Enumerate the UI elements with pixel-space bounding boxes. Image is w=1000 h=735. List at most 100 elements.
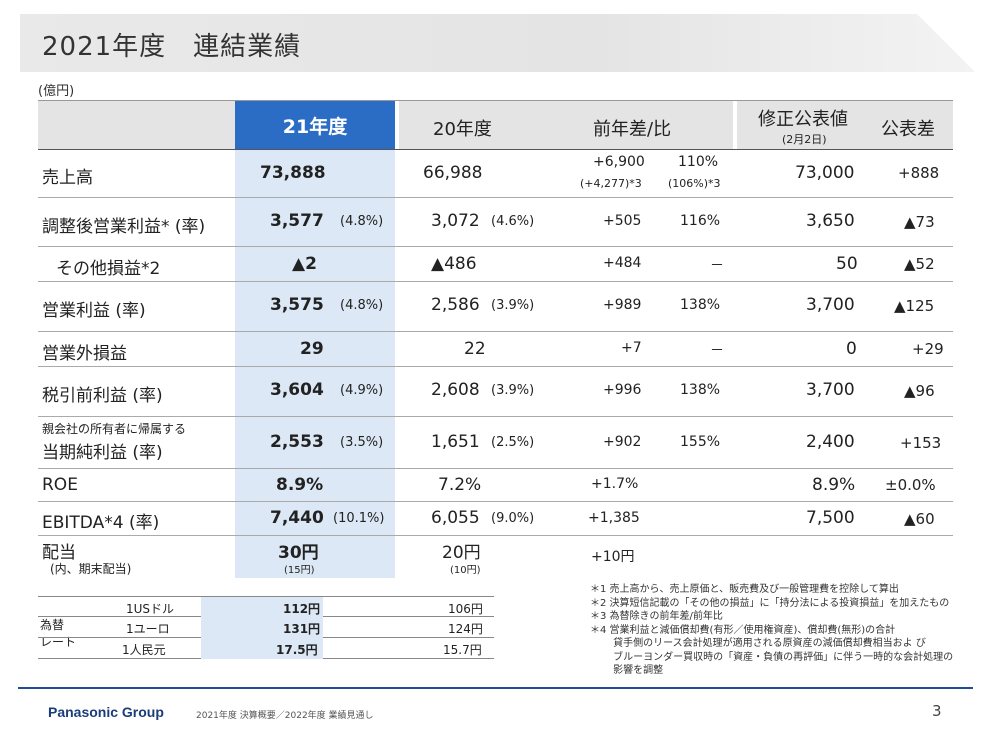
fx-row: 1人民元 17.5円 15.7円: [38, 638, 494, 659]
table-body: 売上高 73,888 66,988 +6,900 (+4,277)*3 110%…: [38, 150, 953, 579]
value-ratio: －: [710, 258, 724, 274]
fx-rate-label-line2: レート: [40, 635, 77, 649]
row-label: その他損益*2: [56, 259, 161, 279]
footnote-3: ＊3 為替除きの前年差/前年比: [590, 611, 723, 622]
table-header: 21年度 20年度 前年差/比 修正公表値 (2月2日) 公表差: [38, 100, 953, 150]
rate-fy21: (4.8%): [340, 298, 384, 313]
value-gap: +29: [912, 340, 944, 358]
fx-rate-table: 1USドル 112円 106円 1ユーロ 131円 124円 1人民元 17.5…: [38, 596, 494, 659]
value-fy20: 1,651: [431, 432, 480, 452]
value-gap: ▲73: [904, 213, 935, 231]
footer-text: 2021年度 決算概要／2022年度 業績見通し: [196, 711, 374, 721]
value-revised: 3,700: [806, 295, 855, 315]
value-fy21: 3,577: [270, 211, 324, 231]
rate-fy20: (2.5%): [491, 435, 535, 450]
value-fy20: 7.2%: [438, 475, 482, 495]
header-divider: [395, 101, 399, 149]
fx-value-fy20: 124円: [448, 622, 483, 636]
page-number: 3: [932, 702, 942, 720]
row-label: EBITDA*4 (率): [42, 513, 160, 533]
value-diff: +1.7%: [591, 476, 639, 492]
value-gap: +888: [898, 164, 940, 182]
value-diff: +1,385: [588, 510, 640, 526]
table-row: ROE 8.9% 7.2% +1.7% 8.9% ±0.0%: [38, 469, 953, 502]
row-label: 営業利益 (率): [42, 301, 146, 321]
rate-fy20: (9.0%): [491, 511, 535, 526]
title-bar: 2021年度 連結業績: [20, 14, 975, 72]
title-corner-decoration: [917, 14, 975, 72]
header-revised-date: (2月2日): [782, 133, 827, 146]
value-diff: +10円: [591, 549, 635, 565]
value-fy21: 8.9%: [276, 475, 324, 495]
header-divider: [733, 101, 737, 149]
page-title: 2021年度 連結業績: [42, 32, 302, 62]
fx-value-fy21: 17.5円: [276, 643, 318, 657]
value-gap: ±0.0%: [885, 476, 936, 494]
value-revised: 2,400: [806, 432, 855, 452]
table-row: 税引前利益 (率) 3,604 (4.9%) 2,608 (3.9%) +996…: [38, 367, 953, 417]
table-row: 配当 (内、期末配当) 30円 (15円) 20円 (10円) +10円: [38, 536, 953, 579]
value-fy20: 2,586: [431, 295, 480, 315]
table-row: EBITDA*4 (率) 7,440 (10.1%) 6,055 (9.0%) …: [38, 502, 953, 536]
value-fy21: 2,553: [270, 432, 324, 452]
footnote-4-line3: ブルーヨンダー買収時の「資産・負債の再評価」に伴う一時的な会計処理の: [590, 651, 954, 663]
value-ratio: －: [710, 343, 724, 359]
fx-currency: 1人民元: [122, 643, 166, 657]
footnote-4: ＊4 営業利益と減価償却費(有形／使用権資産)、償却費(無形)の合計: [590, 624, 896, 636]
value-revised: 3,700: [806, 380, 855, 400]
rate-fy20: (4.6%): [491, 214, 535, 229]
fx-value-fy20: 15.7円: [443, 643, 482, 657]
row-label-prefix: 親会社の所有者に帰属する: [42, 422, 187, 436]
table-row: 親会社の所有者に帰属する 当期純利益 (率) 2,553 (3.5%) 1,65…: [38, 417, 953, 469]
fx-currency: 1USドル: [126, 602, 175, 616]
rate-fy20: (3.9%): [491, 298, 535, 313]
header-diff: 前年差/比: [593, 119, 672, 140]
row-label: 税引前利益 (率): [42, 386, 163, 406]
rate-fy21: (3.5%): [340, 435, 384, 450]
value-fy20: ▲486: [431, 254, 477, 274]
value-fy21: 3,604: [270, 380, 324, 400]
value-diff: +996: [603, 382, 642, 398]
row-label: 営業外損益: [42, 344, 127, 364]
fx-row: 1USドル 112円 106円: [38, 596, 494, 618]
row-label: 売上高: [42, 168, 93, 188]
value-diff-fx-excluded: (+4,277)*3: [580, 177, 642, 190]
value-ratio: 138%: [680, 297, 721, 313]
header-fy21: 21年度: [235, 101, 395, 149]
value-fy21: 29: [300, 339, 324, 359]
table-row: 調整後営業利益* (率) 3,577 (4.8%) 3,072 (4.6%) +…: [38, 198, 953, 247]
footer-divider: [18, 687, 973, 689]
results-table: 21年度 20年度 前年差/比 修正公表値 (2月2日) 公表差 売上高 73,…: [38, 100, 953, 579]
value-revised: 8.9%: [812, 475, 856, 495]
value-ratio-fx-excluded: (106%)*3: [668, 177, 721, 190]
row-label: 配当: [42, 543, 76, 563]
fy21-column-highlight: [235, 150, 395, 578]
table-row: 営業利益 (率) 3,575 (4.8%) 2,586 (3.9%) +989 …: [38, 282, 953, 332]
value-revised: 50: [836, 254, 858, 274]
value-diff: +505: [603, 213, 642, 229]
value-fy21-year-end: (15円): [284, 565, 315, 576]
rate-fy21: (10.1%): [333, 511, 385, 526]
fx-currency: 1ユーロ: [126, 622, 170, 636]
value-fy20: 66,988: [423, 163, 483, 183]
value-revised: 7,500: [806, 508, 855, 528]
footnotes: ＊1 売上高から、売上原価と、販売費及び一般管理費を控除して算出 ＊2 決算短信…: [590, 583, 953, 678]
value-gap: ▲52: [904, 255, 935, 273]
fx-value-fy20: 106円: [448, 602, 483, 616]
header-revised: 修正公表値: [758, 109, 848, 130]
unit-label: (億円): [38, 84, 75, 99]
footnote-1: ＊1 売上高から、売上原価と、販売費及び一般管理費を控除して算出: [590, 584, 899, 595]
table-row: 営業外損益 29 22 +7 － 0 +29: [38, 332, 953, 367]
fx-fy21-highlight: [201, 597, 323, 618]
value-revised: 3,650: [806, 211, 855, 231]
fx-row: 1ユーロ 131円 124円: [38, 617, 494, 638]
value-fy21: ▲2: [292, 254, 317, 274]
rate-fy20: (3.9%): [491, 383, 535, 398]
value-gap: ▲60: [904, 510, 935, 528]
row-label: ROE: [42, 475, 78, 495]
fx-fy21-highlight: [201, 638, 323, 659]
table-row: その他損益*2 ▲2 ▲486 +484 － 50 ▲52: [38, 247, 953, 282]
footnote-4-line2: 貸手側のリース会計処理が適用される原資産の減価償却費相当およ び: [590, 638, 926, 649]
value-fy20: 22: [464, 339, 486, 359]
fx-fy21-highlight: [201, 617, 323, 638]
